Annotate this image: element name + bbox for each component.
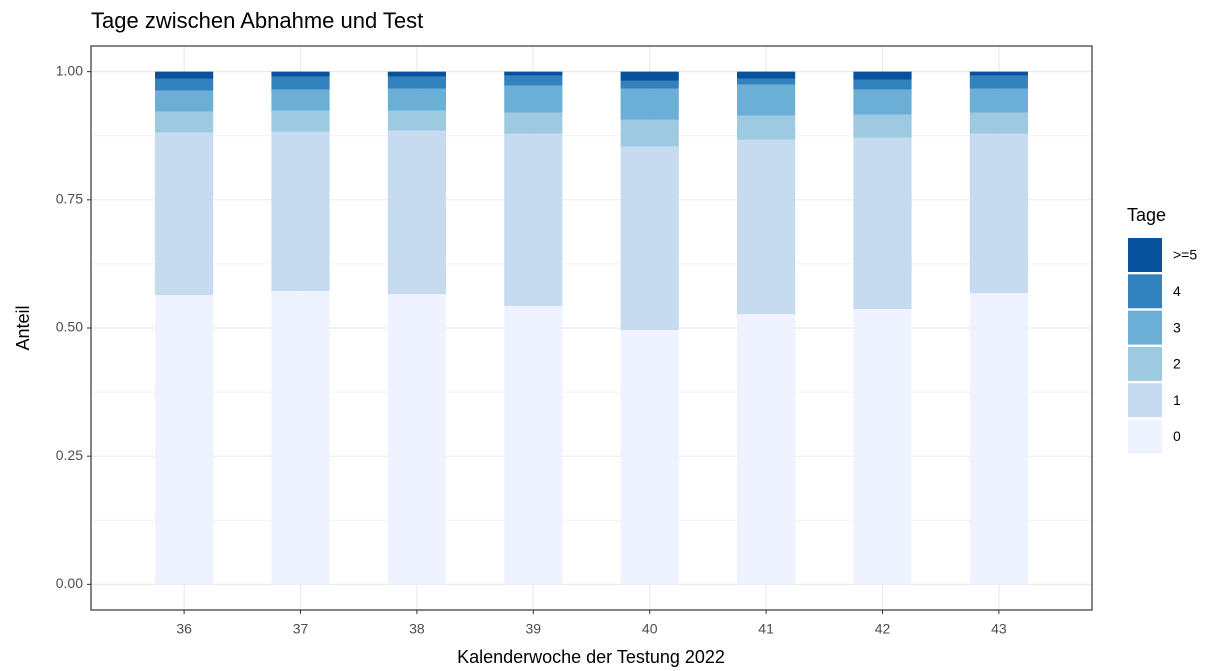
bar-segment [620, 119, 679, 147]
legend-key [1128, 274, 1162, 309]
bar-segment [853, 309, 912, 585]
legend-label: 1 [1173, 392, 1181, 408]
bar-segment [387, 110, 447, 131]
y-axis-title: Anteil [13, 305, 33, 350]
legend-label: 4 [1173, 283, 1181, 299]
legend-key [1128, 238, 1162, 272]
bar-segment [504, 133, 563, 306]
legend-label: 2 [1173, 356, 1181, 372]
bar-segment [620, 330, 679, 585]
bar-segment [853, 89, 912, 115]
bar-segment [271, 89, 330, 111]
bar-segment [504, 71, 563, 76]
bar-segment [155, 132, 214, 296]
bar-segment [969, 293, 1028, 585]
y-tick-label: 0.00 [56, 575, 83, 591]
bar-segment [155, 71, 214, 79]
legend-label: 0 [1173, 428, 1181, 444]
bar-segment [271, 76, 330, 90]
bar-segment [853, 114, 912, 138]
bar-segment [387, 294, 447, 585]
x-tick-label: 43 [991, 621, 1007, 637]
x-tick-label: 37 [293, 621, 309, 637]
bar-segment [271, 71, 330, 77]
legend-title: Tage [1127, 205, 1166, 225]
bar-segment [155, 295, 214, 585]
bar-segment [155, 78, 214, 91]
bar-segment [504, 305, 563, 585]
y-tick-label: 0.50 [56, 319, 83, 335]
bar-segment [620, 71, 679, 81]
bar-segment [969, 71, 1028, 76]
bar-segment [504, 85, 563, 113]
bar-segment [271, 131, 330, 292]
bar-segment [736, 314, 796, 585]
bar-segment [387, 76, 447, 89]
bar-segment [620, 146, 679, 331]
bar-segment [969, 88, 1028, 113]
x-tick-label: 42 [875, 621, 891, 637]
y-tick-label: 0.75 [56, 191, 83, 207]
bar-segment [504, 112, 563, 134]
bar-segment [736, 84, 796, 116]
bar-segment [853, 137, 912, 310]
bar-segment [736, 78, 796, 85]
chart-title: Tage zwischen Abnahme und Test [91, 8, 423, 33]
legend-key [1128, 346, 1162, 381]
x-tick-label: 41 [758, 621, 774, 637]
legend-key [1128, 310, 1162, 345]
bar-segment [387, 71, 447, 77]
y-tick-label: 0.25 [56, 447, 83, 463]
bar-segment [736, 115, 796, 140]
bar-segment [271, 110, 330, 132]
legend-key [1128, 419, 1162, 454]
bar-segment [155, 90, 214, 112]
bar-segment [387, 130, 447, 295]
bar-segment [736, 71, 796, 79]
bar-segment [387, 88, 447, 111]
bar-segment [271, 291, 330, 585]
x-tick-label: 40 [642, 621, 658, 637]
bar-segment [620, 88, 679, 120]
bar-segment [736, 139, 796, 315]
bar-segment [853, 71, 912, 80]
bar-segment [853, 79, 912, 90]
legend-label: 3 [1173, 319, 1181, 335]
legend-key [1128, 383, 1162, 418]
x-axis-title: Kalenderwoche der Testung 2022 [457, 647, 725, 667]
y-tick-label: 1.00 [56, 62, 83, 78]
bar-segment [969, 75, 1028, 89]
panel-border [90, 45, 1093, 611]
bar-segment [504, 75, 563, 86]
bar-segment [155, 111, 214, 133]
x-tick-label: 36 [176, 621, 192, 637]
bar-segment [620, 80, 679, 89]
x-tick-label: 39 [526, 621, 542, 637]
legend-label: >=5 [1173, 247, 1197, 263]
bar-segment [969, 133, 1028, 294]
x-tick-label: 38 [409, 621, 425, 637]
bar-segment [969, 112, 1028, 134]
